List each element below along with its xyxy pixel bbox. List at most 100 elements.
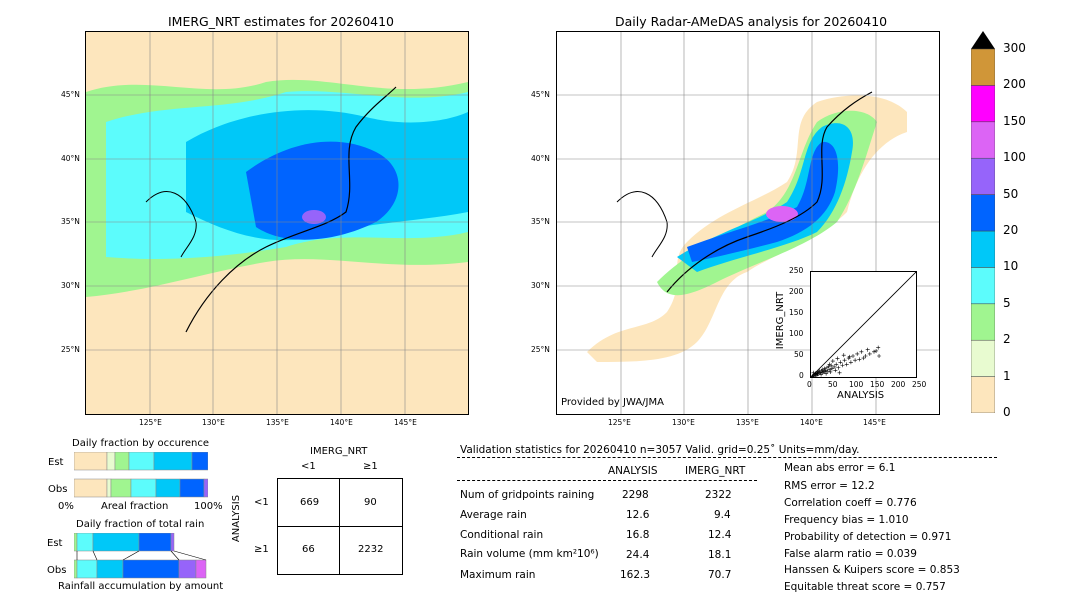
validation-row-imerg: 12.4 bbox=[708, 529, 732, 541]
left-lon-130: 130°E bbox=[202, 418, 225, 427]
left-lon-140: 140°E bbox=[330, 418, 353, 427]
right-lat-25: 25°N bbox=[531, 345, 550, 354]
contingency-cell-d: 2232 bbox=[358, 544, 384, 555]
scatter-point bbox=[838, 360, 843, 365]
scatter-point bbox=[830, 359, 835, 364]
validation-row-analysis: 2298 bbox=[622, 489, 649, 501]
right-map-coast-korea bbox=[616, 191, 668, 258]
scatter-point bbox=[826, 364, 831, 369]
colorbar-level-label: 1 bbox=[1003, 368, 1011, 383]
scatter-x-tick: 200 bbox=[891, 380, 906, 389]
scatter-point bbox=[820, 370, 825, 375]
scatter-plot bbox=[810, 271, 917, 379]
colorbar-level-label: 10 bbox=[1003, 259, 1019, 274]
colorbar-level-label: 200 bbox=[1003, 77, 1026, 92]
validation-row-label: Rain volume (mm km²10⁶) bbox=[460, 548, 599, 560]
contingency-row-lt: <1 bbox=[254, 497, 269, 508]
provider-credit: Provided by JWA/JMA bbox=[561, 397, 664, 408]
right-lon-145: 145°E bbox=[863, 418, 886, 427]
colorbar-swatch bbox=[970, 85, 996, 123]
colorbar-level-label: 300 bbox=[1003, 41, 1026, 55]
contingency-row-ge: ≥1 bbox=[254, 544, 269, 555]
colorbar-swatch bbox=[970, 157, 996, 195]
fraction-occurrence-bars bbox=[74, 452, 208, 498]
score-line: Probability of detection = 0.971 bbox=[784, 531, 952, 543]
colorbar-extend bbox=[971, 31, 995, 49]
fraction-occurrence-title: Daily fraction by occurence bbox=[72, 438, 210, 449]
colorbar-level-label: 100 bbox=[1003, 150, 1026, 165]
colorbar-swatch bbox=[970, 48, 996, 86]
colorbar-swatch bbox=[970, 194, 996, 232]
scatter-point bbox=[822, 369, 827, 374]
fraction-occ-x-right: 100% bbox=[194, 501, 223, 512]
scatter-y-tick: 200 bbox=[789, 287, 804, 296]
validation-row-label: Conditional rain bbox=[460, 529, 544, 541]
right-lat-40: 40°N bbox=[531, 154, 550, 163]
colorbar-svg bbox=[970, 31, 996, 414]
contingency-col-ge: ≥1 bbox=[363, 461, 378, 472]
contingency-row-title: ANALYSIS bbox=[231, 494, 243, 543]
scatter-x-tick: 0 bbox=[807, 380, 812, 389]
validation-row-label: Maximum rain bbox=[460, 569, 536, 581]
scatter-point bbox=[813, 372, 818, 377]
fraction-tot-est-label: Est bbox=[47, 538, 63, 549]
fraction-occ-obs-label: Obs bbox=[48, 484, 68, 495]
validation-row-analysis: 162.3 bbox=[620, 569, 651, 581]
scatter-point bbox=[811, 370, 816, 375]
colorbar-level-label: 0 bbox=[1003, 405, 1011, 419]
right-map-coast bbox=[666, 91, 873, 293]
left-map-heavy-rain bbox=[246, 141, 399, 240]
colorbar-level-label: 2 bbox=[1003, 332, 1011, 347]
scatter-point bbox=[855, 351, 860, 356]
left-lon-135: 135°E bbox=[266, 418, 289, 427]
right-lat-35: 35°N bbox=[531, 217, 550, 226]
validation-row-imerg: 70.7 bbox=[708, 569, 732, 581]
scatter-point bbox=[830, 366, 834, 371]
validation-row-analysis: 12.6 bbox=[626, 509, 650, 521]
scatter-x-tick: 100 bbox=[849, 380, 864, 389]
fraction-total-bars bbox=[74, 533, 207, 579]
score-line: Correlation coeff = 0.776 bbox=[784, 497, 917, 509]
score-line: Frequency bias = 1.010 bbox=[784, 514, 909, 526]
left-lat-40: 40°N bbox=[61, 154, 80, 163]
validation-col-analysis: ANALYSIS bbox=[608, 465, 658, 477]
scatter-point bbox=[874, 348, 879, 353]
right-map-title: Daily Radar-AMeDAS analysis for 20260410 bbox=[615, 14, 888, 29]
colorbar-level-label: 50 bbox=[1003, 186, 1019, 201]
scatter-point bbox=[867, 351, 872, 356]
scatter-point bbox=[819, 372, 824, 377]
contingency-cell-b: 90 bbox=[364, 497, 377, 508]
scatter-point bbox=[841, 353, 846, 358]
score-line: Equitable threat score = 0.757 bbox=[784, 581, 946, 593]
scatter-point bbox=[848, 360, 853, 365]
validation-row-analysis: 16.8 bbox=[626, 529, 650, 541]
left-map-max-rain bbox=[302, 210, 326, 224]
scatter-x-tick: 150 bbox=[870, 380, 885, 389]
fraction-total-footer: Rainfall accumulation by amount bbox=[58, 581, 224, 592]
scatter-point bbox=[877, 354, 882, 358]
scatter-point bbox=[825, 369, 830, 374]
scatter-x-tick: 250 bbox=[912, 380, 927, 389]
scatter-ylabel: IMERG_NRT bbox=[775, 291, 787, 350]
colorbar-swatch bbox=[970, 376, 996, 414]
left-lon-145: 145°E bbox=[394, 418, 417, 427]
left-lon-125: 125°E bbox=[139, 418, 162, 427]
scatter-point bbox=[861, 356, 866, 361]
score-line: RMS error = 12.2 bbox=[784, 480, 875, 492]
scatter-point bbox=[851, 354, 855, 358]
scatter-point bbox=[865, 347, 870, 352]
scatter-point bbox=[836, 365, 841, 370]
scatter-point bbox=[847, 354, 852, 359]
right-lon-135: 135°E bbox=[736, 418, 759, 427]
validation-row-label: Num of gridpoints raining bbox=[460, 489, 595, 501]
colorbar-swatch bbox=[970, 339, 996, 377]
fraction-total-title: Daily fraction of total rain bbox=[76, 519, 205, 530]
fraction-occ-est-label: Est bbox=[48, 457, 64, 468]
left-map-title: IMERG_NRT estimates for 20260410 bbox=[168, 14, 395, 29]
scatter-point bbox=[816, 371, 821, 376]
left-lat-35: 35°N bbox=[61, 217, 80, 226]
scatter-x-tick: 50 bbox=[828, 380, 838, 389]
score-line: Hanssen & Kuipers score = 0.853 bbox=[784, 564, 960, 576]
right-map-heavy-rain bbox=[687, 141, 839, 262]
scatter-point bbox=[820, 367, 825, 372]
